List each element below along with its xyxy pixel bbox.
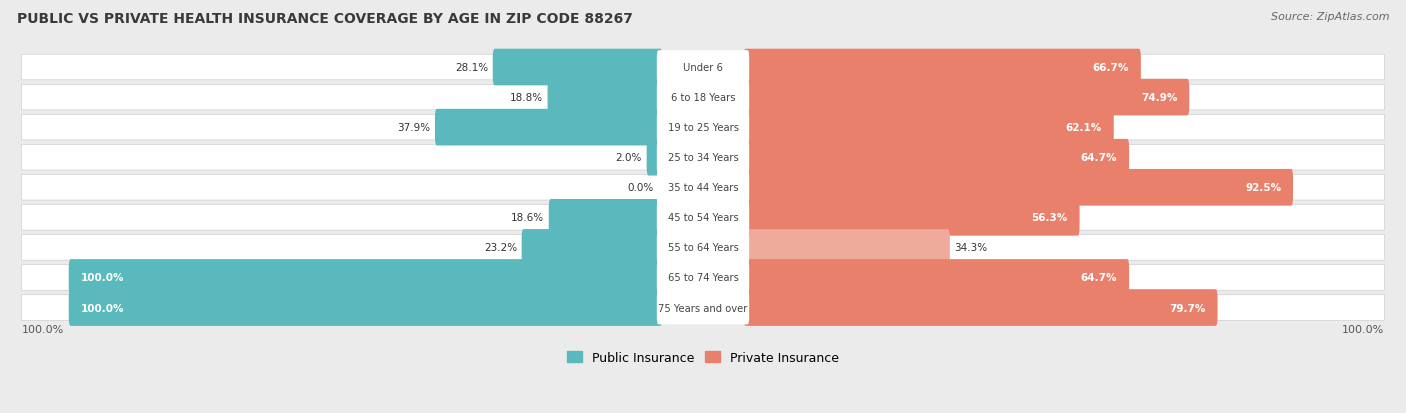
Text: 0.0%: 0.0% [627, 183, 654, 193]
FancyBboxPatch shape [744, 170, 1294, 206]
Text: 18.8%: 18.8% [510, 93, 543, 103]
Text: 2.0%: 2.0% [616, 153, 643, 163]
Text: 55 to 64 Years: 55 to 64 Years [668, 243, 738, 253]
Text: 18.6%: 18.6% [510, 213, 544, 223]
Text: 75 Years and over: 75 Years and over [658, 303, 748, 313]
Legend: Public Insurance, Private Insurance: Public Insurance, Private Insurance [562, 346, 844, 369]
FancyBboxPatch shape [21, 265, 1385, 291]
Text: 35 to 44 Years: 35 to 44 Years [668, 183, 738, 193]
Text: 34.3%: 34.3% [955, 243, 987, 253]
Text: 100.0%: 100.0% [1343, 324, 1385, 335]
FancyBboxPatch shape [657, 51, 749, 85]
FancyBboxPatch shape [548, 199, 662, 236]
FancyBboxPatch shape [744, 230, 950, 266]
FancyBboxPatch shape [21, 115, 1385, 140]
Text: 25 to 34 Years: 25 to 34 Years [668, 153, 738, 163]
Text: PUBLIC VS PRIVATE HEALTH INSURANCE COVERAGE BY AGE IN ZIP CODE 88267: PUBLIC VS PRIVATE HEALTH INSURANCE COVER… [17, 12, 633, 26]
Text: 65 to 74 Years: 65 to 74 Years [668, 273, 738, 283]
Text: 23.2%: 23.2% [484, 243, 517, 253]
FancyBboxPatch shape [744, 50, 1140, 86]
FancyBboxPatch shape [21, 85, 1385, 111]
Text: 66.7%: 66.7% [1092, 63, 1129, 73]
FancyBboxPatch shape [657, 231, 749, 265]
FancyBboxPatch shape [434, 109, 662, 146]
Text: 79.7%: 79.7% [1170, 303, 1206, 313]
Text: 64.7%: 64.7% [1081, 273, 1118, 283]
FancyBboxPatch shape [21, 175, 1385, 201]
FancyBboxPatch shape [657, 291, 749, 325]
Text: 19 to 25 Years: 19 to 25 Years [668, 123, 738, 133]
Text: 45 to 54 Years: 45 to 54 Years [668, 213, 738, 223]
FancyBboxPatch shape [69, 290, 662, 326]
FancyBboxPatch shape [744, 259, 1129, 296]
Text: 100.0%: 100.0% [80, 303, 124, 313]
FancyBboxPatch shape [21, 55, 1385, 81]
FancyBboxPatch shape [744, 199, 1080, 236]
Text: Source: ZipAtlas.com: Source: ZipAtlas.com [1271, 12, 1389, 22]
Text: 74.9%: 74.9% [1142, 93, 1177, 103]
FancyBboxPatch shape [492, 50, 662, 86]
FancyBboxPatch shape [657, 111, 749, 145]
Text: 37.9%: 37.9% [398, 123, 430, 133]
FancyBboxPatch shape [657, 81, 749, 115]
Text: Under 6: Under 6 [683, 63, 723, 73]
FancyBboxPatch shape [647, 140, 662, 176]
FancyBboxPatch shape [744, 290, 1218, 326]
FancyBboxPatch shape [69, 259, 662, 296]
Text: 56.3%: 56.3% [1032, 213, 1067, 223]
FancyBboxPatch shape [657, 141, 749, 175]
FancyBboxPatch shape [21, 235, 1385, 261]
Text: 64.7%: 64.7% [1081, 153, 1118, 163]
Text: 92.5%: 92.5% [1246, 183, 1281, 193]
FancyBboxPatch shape [744, 80, 1189, 116]
Text: 6 to 18 Years: 6 to 18 Years [671, 93, 735, 103]
FancyBboxPatch shape [21, 205, 1385, 230]
FancyBboxPatch shape [21, 295, 1385, 320]
Text: 28.1%: 28.1% [456, 63, 488, 73]
Text: 100.0%: 100.0% [21, 324, 63, 335]
FancyBboxPatch shape [657, 261, 749, 294]
FancyBboxPatch shape [657, 201, 749, 235]
FancyBboxPatch shape [744, 140, 1129, 176]
FancyBboxPatch shape [657, 171, 749, 204]
FancyBboxPatch shape [547, 80, 662, 116]
FancyBboxPatch shape [21, 145, 1385, 171]
FancyBboxPatch shape [522, 230, 662, 266]
FancyBboxPatch shape [744, 109, 1114, 146]
Text: 62.1%: 62.1% [1066, 123, 1102, 133]
Text: 100.0%: 100.0% [80, 273, 124, 283]
